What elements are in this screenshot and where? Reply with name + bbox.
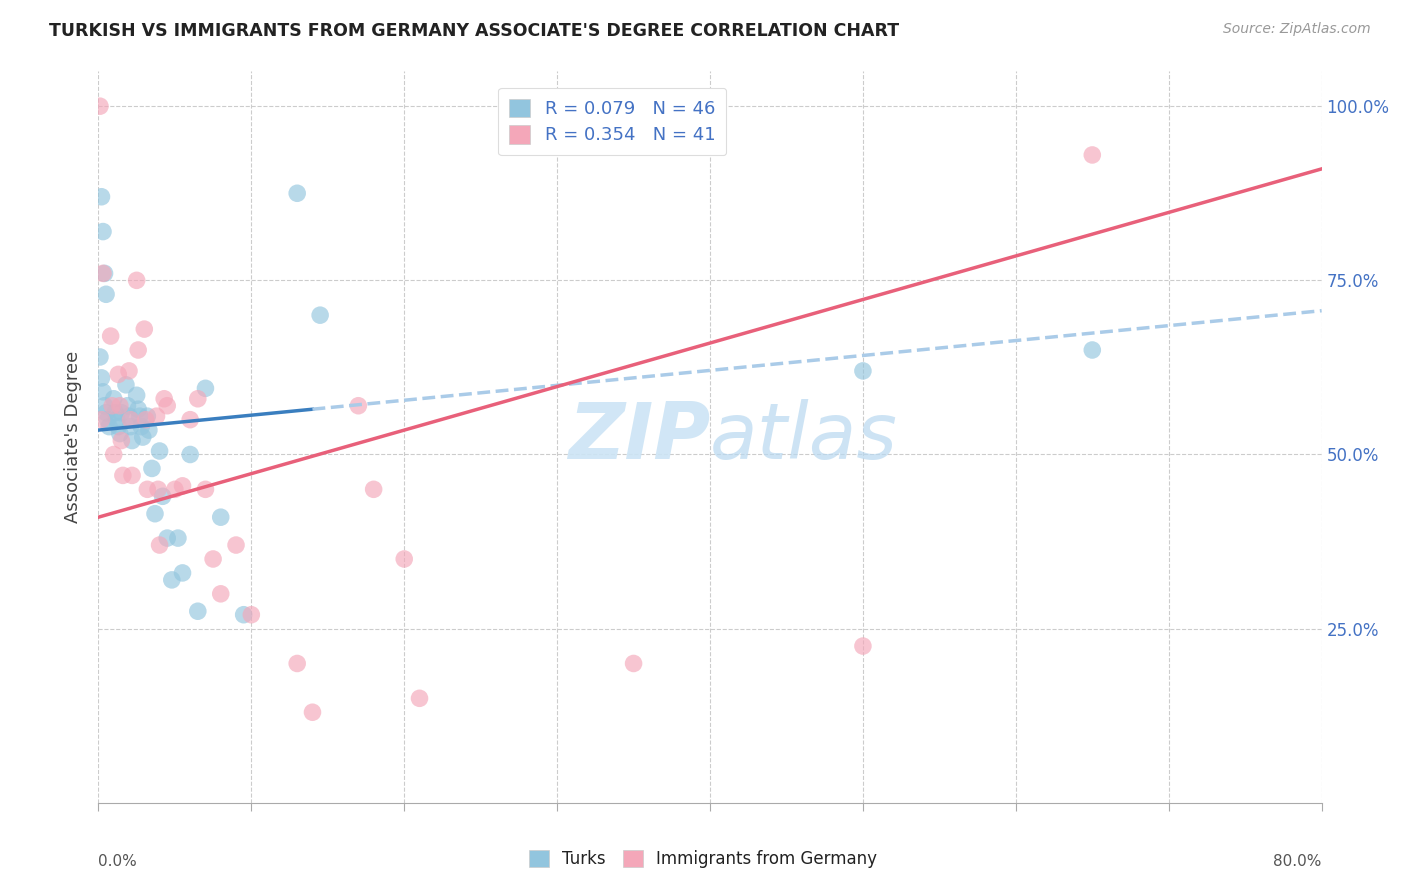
Point [97, 412, 120, 426]
Text: TURKISH VS IMMIGRANTS FROM GERMANY ASSOCIATE'S DEGREE CORRELATION CHART: TURKISH VS IMMIGRANTS FROM GERMANY ASSOC… [49, 22, 900, 40]
Point [143, 507, 166, 521]
Legend: Turks, Immigrants from Germany: Turks, Immigrants from Germany [523, 843, 883, 875]
Point [98, 419, 121, 434]
Point [240, 607, 263, 622]
Point [285, 186, 308, 201]
Point [225, 538, 247, 552]
Point [179, 412, 201, 426]
Point [156, 399, 179, 413]
Point [121, 434, 143, 448]
Point [408, 691, 430, 706]
Point [363, 483, 385, 497]
Point [172, 566, 194, 580]
Point [194, 381, 217, 395]
Point [153, 392, 176, 406]
Point [163, 483, 186, 497]
Point [110, 434, 132, 448]
Point [107, 368, 129, 382]
Point [105, 412, 128, 426]
Point [111, 468, 134, 483]
Point [187, 392, 209, 406]
Point [172, 479, 194, 493]
Point [94, 287, 117, 301]
Point [117, 399, 139, 413]
Point [187, 604, 209, 618]
Point [91, 384, 114, 399]
Point [152, 489, 174, 503]
Point [138, 423, 160, 437]
Point [1081, 343, 1104, 357]
Y-axis label: Associate's Degree: Associate's Degree [63, 351, 82, 524]
Point [118, 409, 141, 424]
Point [121, 468, 143, 483]
Point [127, 343, 149, 357]
Text: 0.0%: 0.0% [98, 854, 138, 869]
Point [115, 377, 138, 392]
Point [128, 409, 150, 424]
Point [108, 399, 131, 413]
Point [100, 329, 122, 343]
Point [209, 587, 232, 601]
Point [136, 483, 159, 497]
Point [136, 409, 159, 424]
Point [623, 657, 645, 671]
Point [167, 531, 190, 545]
Point [107, 419, 129, 434]
Text: ZIP: ZIP [568, 399, 710, 475]
Point [160, 573, 183, 587]
Point [149, 444, 172, 458]
Point [125, 273, 148, 287]
Point [125, 388, 148, 402]
Legend: R = 0.079   N = 46, R = 0.354   N = 41: R = 0.079 N = 46, R = 0.354 N = 41 [498, 87, 727, 155]
Point [232, 607, 254, 622]
Point [852, 364, 875, 378]
Point [134, 322, 156, 336]
Point [120, 419, 142, 434]
Point [179, 448, 201, 462]
Point [103, 448, 125, 462]
Point [146, 483, 169, 497]
Point [285, 657, 308, 671]
Point [90, 412, 112, 426]
Point [120, 412, 142, 426]
Point [129, 419, 152, 434]
Text: Source: ZipAtlas.com: Source: ZipAtlas.com [1223, 22, 1371, 37]
Text: 80.0%: 80.0% [1274, 854, 1322, 869]
Point [135, 412, 157, 426]
Point [127, 402, 149, 417]
Point [103, 392, 125, 406]
Point [118, 364, 141, 378]
Point [852, 639, 875, 653]
Point [1081, 148, 1104, 162]
Point [309, 308, 332, 322]
Point [108, 426, 131, 441]
Point [90, 190, 112, 204]
Point [202, 552, 225, 566]
Point [104, 406, 127, 420]
Point [194, 483, 217, 497]
Point [89, 99, 111, 113]
Point [110, 406, 132, 420]
Point [209, 510, 232, 524]
Point [156, 531, 179, 545]
Point [149, 538, 172, 552]
Point [132, 430, 155, 444]
Point [91, 266, 114, 280]
Point [392, 552, 416, 566]
Text: atlas: atlas [710, 399, 898, 475]
Point [347, 399, 370, 413]
Point [90, 371, 112, 385]
Point [101, 399, 124, 413]
Point [94, 406, 117, 420]
Point [93, 266, 115, 280]
Point [91, 225, 114, 239]
Point [89, 350, 111, 364]
Point [93, 399, 115, 413]
Point [145, 409, 167, 424]
Point [141, 461, 163, 475]
Point [301, 705, 323, 719]
